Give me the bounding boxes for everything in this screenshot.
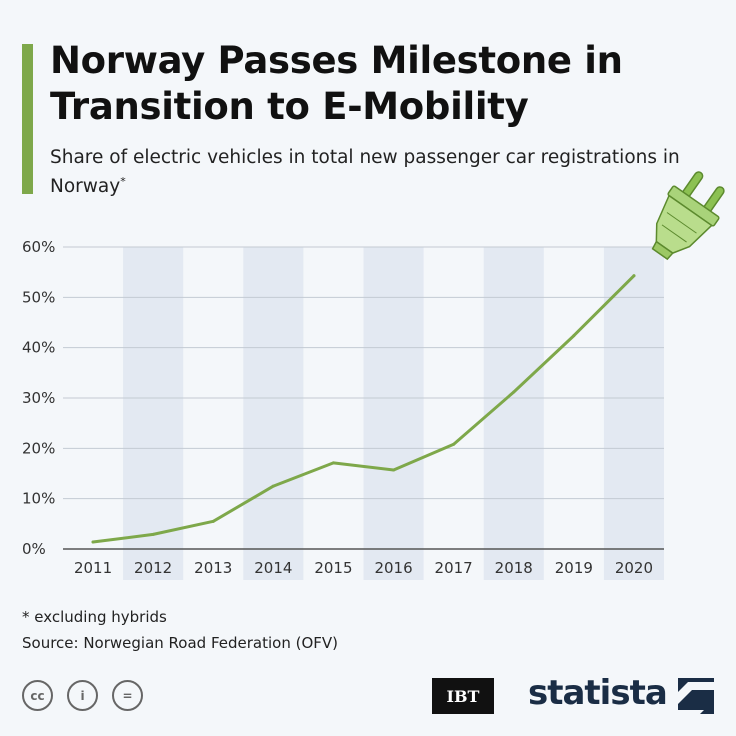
y-tick-label: 50% — [22, 288, 55, 306]
data-point — [452, 442, 456, 446]
creative-commons-icon[interactable]: cc — [22, 680, 53, 711]
electric-plug-icon — [651, 171, 725, 261]
y-tick-label: 10% — [22, 490, 55, 508]
data-point — [271, 484, 275, 488]
x-tick-label: 2016 — [374, 559, 412, 577]
column-bands — [123, 247, 664, 580]
data-points — [91, 274, 636, 544]
x-tick-label: 2017 — [435, 559, 473, 577]
attribution-icon[interactable]: i — [67, 680, 98, 711]
y-tick-label: 20% — [22, 439, 55, 457]
subtitle-text: Share of electric vehicles in total new … — [50, 147, 680, 197]
column-band — [123, 247, 184, 580]
x-tick-label: 2013 — [194, 559, 232, 577]
x-tick-label: 2019 — [555, 559, 593, 577]
no-derivatives-icon[interactable]: = — [112, 680, 143, 711]
subtitle-footnote-mark: * — [120, 174, 126, 188]
chart-subtitle: Share of electric vehicles in total new … — [50, 143, 710, 201]
y-tick-label: 60% — [22, 238, 55, 256]
y-axis-ticks: 0% 10% 20% 30% 40% 50% 60% — [22, 238, 55, 558]
x-tick-label: 2012 — [134, 559, 172, 577]
chart-title: Norway Passes Milestone in Transition to… — [50, 39, 623, 128]
data-point — [392, 468, 396, 472]
footnote: * excluding hybrids — [22, 608, 167, 626]
column-band — [603, 247, 664, 580]
y-tick-label: 40% — [22, 339, 55, 357]
data-point — [151, 532, 155, 536]
statista-mark-icon — [678, 678, 714, 714]
x-axis-ticks: 2011 2012 2013 2014 2015 2016 2017 2018 2019 2020 — [74, 559, 653, 577]
x-tick-label: 2020 — [615, 559, 653, 577]
data-point — [632, 274, 636, 278]
data-point — [512, 390, 516, 394]
y-tick-label: 30% — [22, 389, 55, 407]
data-point — [91, 540, 95, 544]
data-point — [211, 519, 215, 523]
column-band — [363, 247, 424, 580]
gridlines — [63, 246, 664, 550]
statista-logo[interactable]: statista — [528, 673, 668, 713]
column-band — [243, 247, 304, 580]
x-tick-label: 2011 — [74, 559, 112, 577]
x-tick-label: 2018 — [495, 559, 533, 577]
column-band — [483, 247, 544, 580]
data-point — [572, 334, 576, 338]
data-point — [331, 461, 335, 465]
x-tick-label: 2015 — [314, 559, 352, 577]
accent-bar — [22, 44, 33, 194]
source-note: Source: Norwegian Road Federation (OFV) — [22, 634, 339, 652]
x-tick-label: 2014 — [254, 559, 292, 577]
ibt-logo[interactable]: IBT — [432, 678, 494, 714]
series-line — [91, 274, 636, 544]
y-tick-label: 0% — [22, 540, 46, 558]
